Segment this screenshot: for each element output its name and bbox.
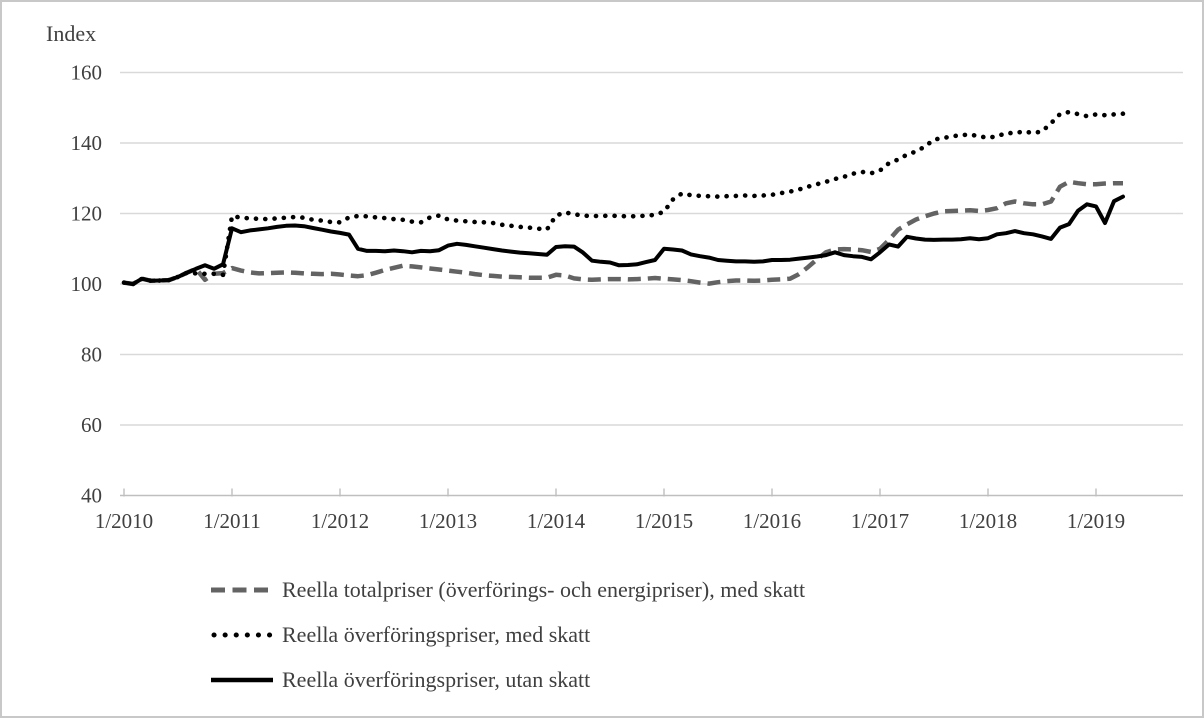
y-axis-title: Index — [46, 21, 97, 46]
svg-text:80: 80 — [81, 343, 102, 367]
dotted-line-icon — [211, 632, 273, 638]
svg-text:1/2013: 1/2013 — [419, 509, 477, 533]
dashed-line-icon — [211, 587, 273, 593]
svg-text:1/2015: 1/2015 — [635, 509, 693, 533]
svg-text:60: 60 — [81, 413, 102, 437]
svg-text:1/2017: 1/2017 — [851, 509, 909, 533]
legend: Reella totalpriser (överförings- och ene… — [210, 577, 805, 693]
legend-label: Reella totalpriser (överförings- och ene… — [282, 577, 806, 602]
svg-text:1/2019: 1/2019 — [1067, 509, 1125, 533]
svg-text:140: 140 — [71, 131, 103, 155]
svg-text:120: 120 — [71, 202, 103, 226]
svg-text:100: 100 — [71, 272, 103, 296]
solid-line-icon — [211, 677, 273, 683]
svg-text:1/2016: 1/2016 — [743, 509, 801, 533]
svg-text:40: 40 — [81, 484, 102, 508]
legend-item: Reella överföringspriser, med skatt — [210, 622, 805, 648]
svg-text:1/2011: 1/2011 — [203, 509, 261, 533]
svg-text:160: 160 — [71, 61, 103, 85]
svg-text:1/2018: 1/2018 — [959, 509, 1017, 533]
svg-text:1/2012: 1/2012 — [311, 509, 369, 533]
svg-text:1/2010: 1/2010 — [95, 509, 153, 533]
chart-plot: 40 60 80 100 120 140 160 1/2010 1/2011 1/2012 1/20… — [71, 61, 1183, 533]
svg-text:1/2014: 1/2014 — [527, 509, 586, 533]
legend-label: Reella överföringspriser, med skatt — [282, 622, 591, 647]
legend-item: Reella totalpriser (överförings- och ene… — [210, 577, 805, 603]
legend-label: Reella överföringspriser, utan skatt — [282, 667, 591, 692]
legend-item: Reella överföringspriser, utan skatt — [210, 667, 805, 693]
